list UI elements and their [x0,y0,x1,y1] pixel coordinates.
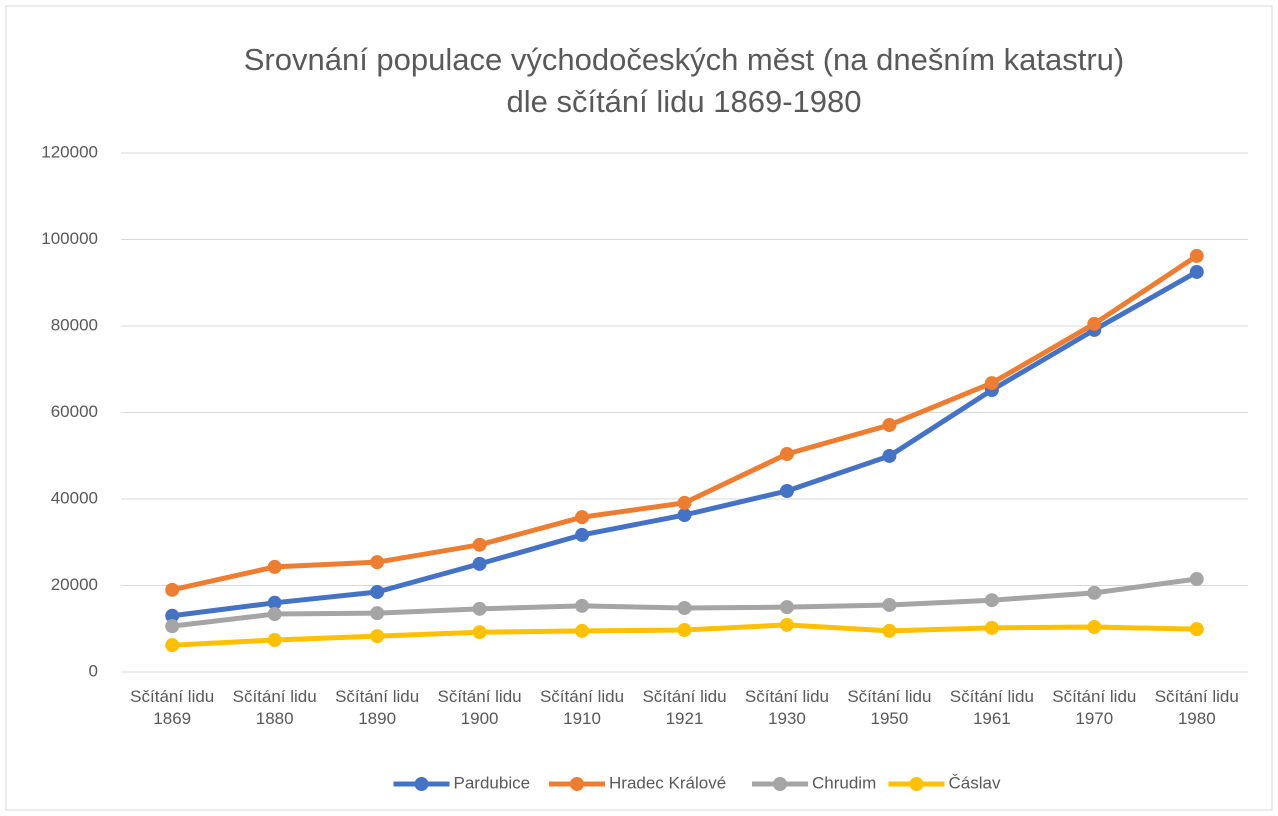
legend-label: Čáslav [949,773,1001,792]
data-point [165,619,180,634]
data-point [472,537,487,552]
legend-label: Pardubice [454,773,531,792]
data-point [165,638,180,653]
x-tick-label: Sčítání lidu 1900 [437,687,522,728]
data-point [882,597,897,612]
data-point [370,555,385,570]
data-point [1087,620,1102,635]
x-tick-label: Sčítání lidu 1880 [232,687,317,728]
chart-title: Srovnání populace východočeských měst (n… [244,42,1125,77]
data-point [779,617,794,632]
data-point [165,582,180,597]
data-point [677,508,692,523]
data-point [575,623,590,638]
data-point [575,598,590,613]
x-tick-label: Sčítání lidu 1930 [744,687,829,728]
data-point [1189,264,1204,279]
data-point [984,593,999,608]
legend-label: Chrudim [812,773,876,792]
y-tick-label: 40000 [51,488,98,507]
data-point [370,606,385,621]
data-point [575,527,590,542]
y-tick-label: 120000 [41,142,98,161]
data-point [1189,248,1204,263]
data-point [472,601,487,616]
data-point [267,559,282,574]
data-point [882,448,897,463]
data-point [267,632,282,647]
data-point [267,595,282,610]
y-tick-label: 20000 [51,575,98,594]
y-tick-label: 60000 [51,402,98,421]
data-point [984,376,999,391]
data-point [677,600,692,615]
x-tick-label: Sčítání lidu 1970 [1052,687,1137,728]
data-point [165,608,180,623]
legend-marker [414,777,429,791]
data-point [1087,316,1102,331]
x-tick-label: Sčítání lidu 1950 [847,687,932,728]
x-tick-label: Sčítání lidu 1980 [1154,687,1239,728]
y-tick-label: 100000 [41,229,98,248]
data-point [677,495,692,510]
data-point [882,418,897,433]
x-tick-label: Sčítání lidu 1869 [130,687,215,728]
data-point [779,483,794,498]
data-point [370,629,385,644]
data-point [779,447,794,462]
legend-label: Hradec Králové [609,773,726,792]
chart-border [5,5,1273,811]
x-tick-label: Sčítání lidu 1921 [642,687,727,728]
data-point [472,625,487,640]
y-tick-label: 80000 [51,315,98,334]
data-point [779,600,794,615]
legend-marker [909,777,924,791]
data-point [1087,585,1102,600]
x-tick-label: Sčítání lidu 1961 [949,687,1034,728]
legend-marker [570,777,584,791]
x-tick-label: Sčítání lidu 1890 [335,687,420,728]
legend-marker [773,777,787,791]
chart-title: dle sčítání lidu 1869-1980 [506,84,861,119]
data-point [575,510,590,525]
data-point [1189,572,1204,587]
data-point [677,623,692,638]
data-point [267,607,282,622]
data-point [472,556,487,571]
data-point [882,623,897,638]
x-tick-label: Sčítání lidu 1910 [539,687,625,728]
data-point [1189,622,1204,637]
data-point [370,584,385,599]
y-tick-label: 0 [89,661,98,680]
data-point [984,620,999,635]
